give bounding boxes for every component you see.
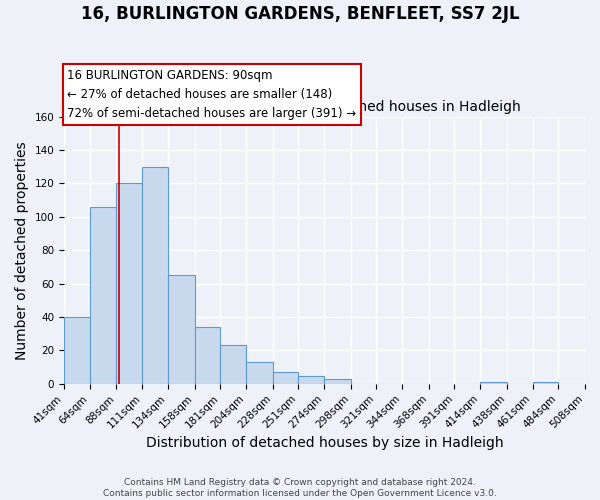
X-axis label: Distribution of detached houses by size in Hadleigh: Distribution of detached houses by size … [146,436,503,450]
Text: 16 BURLINGTON GARDENS: 90sqm
← 27% of detached houses are smaller (148)
72% of s: 16 BURLINGTON GARDENS: 90sqm ← 27% of de… [67,69,356,120]
Bar [246,362,272,384]
Bar [64,317,89,384]
Bar [324,379,351,384]
Bar [89,207,116,384]
Text: 16, BURLINGTON GARDENS, BENFLEET, SS7 2JL: 16, BURLINGTON GARDENS, BENFLEET, SS7 2J… [80,5,520,23]
Title: Size of property relative to detached houses in Hadleigh: Size of property relative to detached ho… [128,100,520,114]
Bar [220,346,246,384]
Bar [194,327,220,384]
Bar [533,382,558,384]
Bar [272,372,298,384]
Bar [116,184,142,384]
Bar [298,376,324,384]
Text: Contains HM Land Registry data © Crown copyright and database right 2024.
Contai: Contains HM Land Registry data © Crown c… [103,478,497,498]
Bar [142,167,168,384]
Y-axis label: Number of detached properties: Number of detached properties [15,141,29,360]
Bar [480,382,507,384]
Bar [168,276,194,384]
